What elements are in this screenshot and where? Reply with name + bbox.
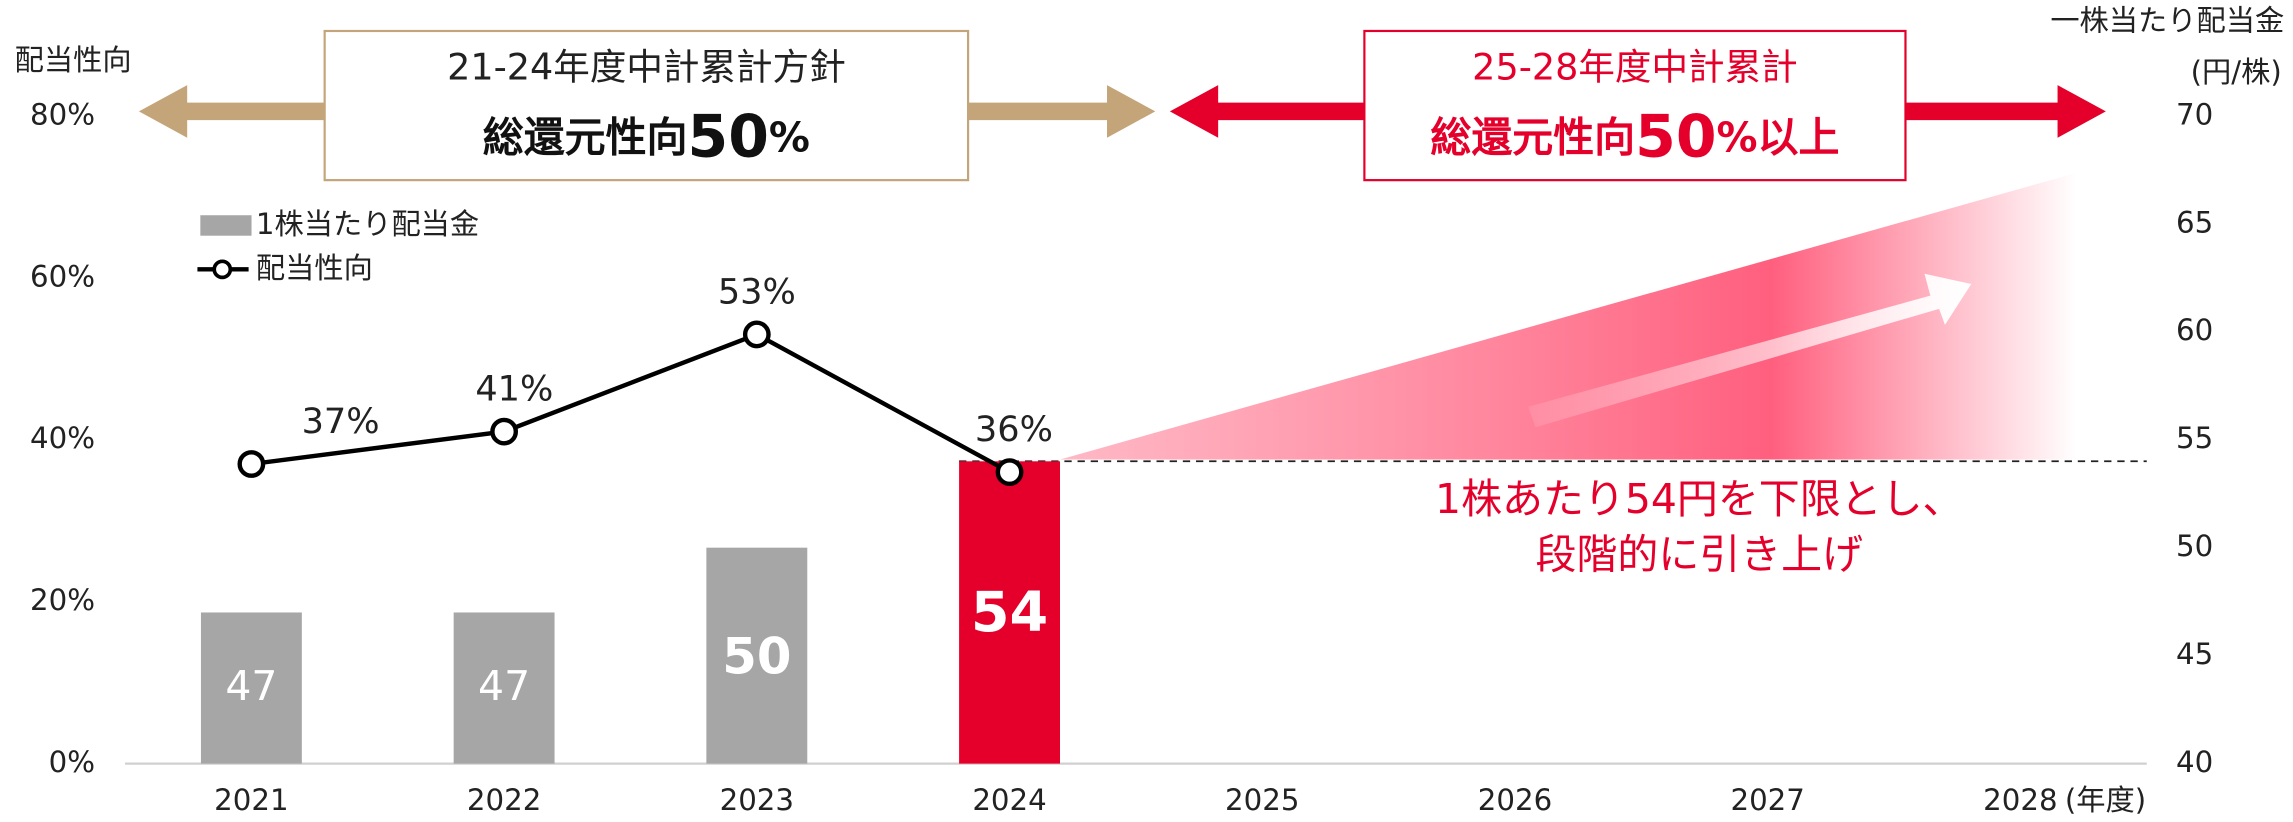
annotation-part: 総還元性向 bbox=[1430, 114, 1635, 162]
annotation-title: 21-24年度中計累計方針 bbox=[447, 45, 846, 88]
y2-tick-label: 60 bbox=[2176, 313, 2213, 347]
x-tick-label: 2025 bbox=[1225, 783, 1299, 817]
policy-box bbox=[323, 29, 970, 182]
x-tick-label: 2024 bbox=[972, 783, 1046, 817]
annotation-note: 段階的に引き上げ bbox=[1536, 530, 1864, 578]
arrow bbox=[138, 85, 325, 138]
annotation-note: 1株あたり54円を下限とし、 bbox=[1435, 475, 1963, 523]
bar bbox=[706, 547, 808, 764]
line-value-label: 37% bbox=[302, 401, 380, 442]
line-value-label: 41% bbox=[475, 369, 553, 410]
arrow bbox=[1169, 85, 1365, 138]
y-tick-label: 0% bbox=[49, 745, 95, 779]
y2-tick-label: 45 bbox=[2176, 637, 2213, 671]
line-marker bbox=[995, 458, 1024, 486]
line-value-label: 36% bbox=[975, 409, 1053, 450]
y-tick-label: 60% bbox=[30, 259, 95, 293]
y2-tick-label: 50 bbox=[2176, 529, 2213, 563]
bar-value-label: 54 bbox=[971, 580, 1048, 645]
policy-box bbox=[1363, 29, 1907, 182]
x-tick-label: 2028 bbox=[1983, 783, 2057, 817]
y2-axis-title: 一株当たり配当金 bbox=[2050, 4, 2284, 38]
y-axis-title: 配当性向 bbox=[15, 43, 132, 77]
y-tick-label: 40% bbox=[30, 421, 95, 455]
bar bbox=[959, 461, 1060, 764]
arrow bbox=[968, 85, 1156, 138]
line-marker bbox=[237, 450, 266, 478]
annotation-highlight: 総還元性向50% bbox=[483, 103, 810, 171]
x-tick-label: 2023 bbox=[720, 783, 794, 817]
line-marker bbox=[490, 417, 518, 446]
annotation-part: % bbox=[769, 114, 810, 162]
growth-arrow bbox=[1528, 273, 1972, 428]
bar-value-label: 47 bbox=[478, 662, 530, 710]
annotation-highlight: 総還元性向50%以上 bbox=[1430, 103, 1839, 171]
line bbox=[251, 332, 1011, 475]
y2-tick-label: 65 bbox=[2176, 205, 2213, 239]
legend-swatch bbox=[200, 215, 252, 236]
x-tick-label: 2022 bbox=[467, 783, 541, 817]
x-tick-label: 2027 bbox=[1730, 783, 1804, 817]
legend-label: 配当性向 bbox=[256, 251, 373, 285]
growth-area bbox=[1060, 172, 2077, 460]
arrow bbox=[1905, 85, 2106, 138]
annotation-part: 50 bbox=[688, 103, 769, 171]
bar bbox=[453, 612, 555, 764]
x-tick-label: 2021 bbox=[214, 783, 288, 817]
line-value-label: 53% bbox=[718, 271, 796, 312]
y2-tick-label: 55 bbox=[2176, 421, 2213, 455]
annotation-part: 50 bbox=[1635, 103, 1716, 171]
bar-value-label: 47 bbox=[225, 662, 277, 710]
annotation-part: 総還元性向 bbox=[483, 114, 688, 162]
line-marker bbox=[742, 320, 771, 349]
bar bbox=[200, 612, 302, 764]
y2-tick-label: 40 bbox=[2176, 745, 2213, 779]
y-tick-label: 20% bbox=[30, 583, 95, 617]
bar-value-label: 50 bbox=[722, 627, 791, 685]
x-tick-label: 2026 bbox=[1478, 783, 1552, 817]
annotation-title: 25-28年度中計累計 bbox=[1472, 45, 1797, 88]
y-tick-label: 80% bbox=[30, 97, 95, 131]
legend-marker bbox=[212, 259, 233, 280]
annotation-part: %以上 bbox=[1717, 114, 1840, 162]
y2-axis-unit: (円/株) bbox=[2191, 55, 2282, 89]
y2-tick-label: 70 bbox=[2176, 97, 2213, 131]
x-axis-title: (年度) bbox=[2065, 783, 2146, 817]
legend-label: 1株当たり配当金 bbox=[256, 207, 479, 241]
